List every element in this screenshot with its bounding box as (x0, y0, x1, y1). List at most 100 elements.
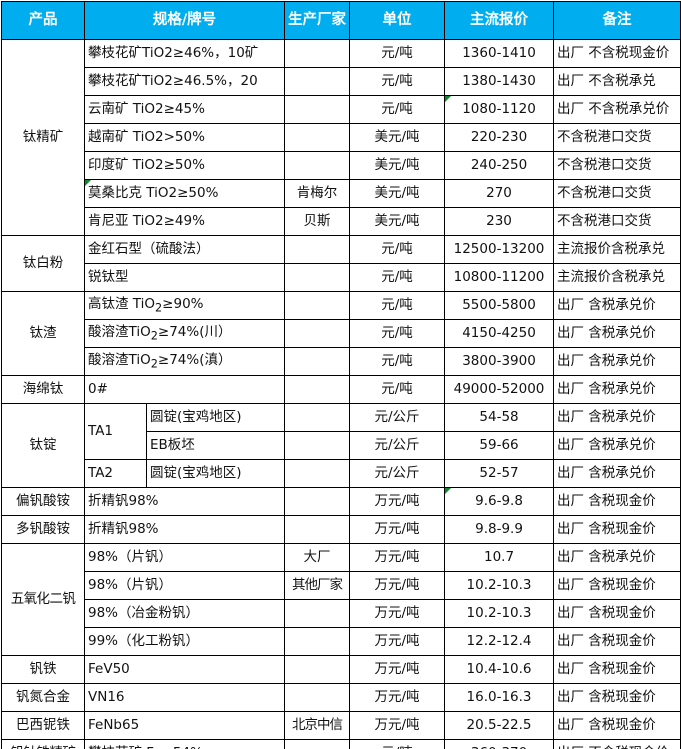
table-row: 钒氮合金 VN16 万元/吨 16.0-16.3 出厂 含税现金价 (1, 683, 681, 712)
table-row: 巴西铌铁 FeNb65 北京中信 万元/吨 20.5-22.5 出厂 含税现金价 (1, 711, 681, 740)
table-row: 锐钛型 元/吨 10800-11200 主流报价含税承兑 (2, 263, 681, 292)
price-cell: 10.2-10.3 (444, 599, 555, 628)
unit-cell: 美元/吨 (349, 207, 446, 236)
remark-cell: 出厂 含税承兑价 (553, 291, 681, 320)
manufacturer-cell (284, 627, 351, 656)
spec-cell: 金红石型（硫酸法） (83, 235, 286, 264)
manufacturer-cell (284, 459, 351, 488)
spec-cell: 锐钛型 (83, 263, 286, 292)
unit-cell: 元/吨 (349, 39, 446, 68)
price-cell: 3800-3900 (444, 347, 555, 376)
manufacturer-cell: 北京中信 (284, 711, 351, 740)
remark-cell: 出厂 不含税现金价 (553, 739, 681, 749)
manufacturer-cell (284, 347, 351, 376)
remark-cell: 出厂 含税承兑价 (553, 431, 681, 460)
unit-cell: 元/吨 (349, 95, 446, 124)
spec-cell: 圆锭(宝鸡地区) (145, 459, 286, 488)
unit-cell: 美元/吨 (349, 179, 446, 208)
price-cell: 59-66 (444, 431, 555, 460)
table-body: 钛精矿 攀枝花矿TiO2≥46%，10矿 元/吨 1360-1410 出厂 不含税现金价… (1, 39, 681, 749)
column-header-unit: 单位 (349, 1, 446, 40)
remark-cell: 出厂 含税承兑价 (553, 375, 681, 404)
spec-cell: 高钛渣 TiO2≥90% (83, 291, 286, 320)
table-row: 五氧化二钒 98%（片钒） 大厂 万元/吨 10.7 出厂 含税承兑价 (1, 543, 681, 656)
product-group-cell: 五氧化二钒 (1, 543, 85, 656)
unit-cell: 美元/吨 (349, 151, 446, 180)
manufacturer-cell: 肯梅尔 (284, 179, 351, 208)
unit-cell: 元/吨 (349, 67, 446, 96)
manufacturer-cell (284, 151, 351, 180)
spec-cell: 云南矿 TiO2≥45% (83, 95, 286, 124)
unit-cell: 万元/吨 (349, 599, 446, 628)
spec-cell: 越南矿 TiO2>50% (83, 123, 286, 152)
table-row: 云南矿 TiO2≥45% 元/吨 1080-1120 出厂 不含税承兑价 (2, 95, 681, 124)
product-group-cell: 多钒酸铵 (1, 515, 85, 544)
unit-cell: 元/公斤 (349, 403, 446, 432)
table-row: 99%（化工粉钒） 万元/吨 12.2-12.4 出厂 含税现金价 (2, 627, 681, 656)
price-cell: 16.0-16.3 (444, 683, 555, 712)
remark-cell: 出厂 含税现金价 (553, 683, 681, 712)
column-header-product: 产品 (1, 1, 85, 40)
table-row: 莫桑比克 TiO2≥50% 肯梅尔 美元/吨 270 不含税港口交货 (2, 179, 681, 208)
spec-cell: 折精钒98% (83, 515, 286, 544)
price-cell: 9.6-9.8 (444, 487, 555, 516)
unit-cell: 万元/吨 (349, 655, 446, 684)
spec-cell: 折精钒98% (83, 487, 286, 516)
price-cell: 270 (444, 179, 555, 208)
manufacturer-cell (284, 599, 351, 628)
table-row: 钛锭 TA1 圆锭(宝鸡地区) 元/公斤 54-58 出厂 含税承兑价 (1, 403, 681, 488)
spec-cell: 圆锭(宝鸡地区) (145, 403, 286, 432)
remark-cell: 出厂 不含税现金价 (553, 39, 681, 68)
unit-cell: 元/公斤 (349, 431, 446, 460)
table-row: 酸溶渣TiO2≥74%(川） 元/吨 4150-4250 出厂 含税承兑价 (2, 319, 681, 348)
spec-cell: 98%（片钒） (83, 543, 286, 572)
unit-cell: 元/吨 (349, 739, 446, 749)
table-row: 越南矿 TiO2>50% 美元/吨 220-230 不含税港口交货 (2, 123, 681, 152)
manufacturer-cell: 大厂 (284, 543, 351, 572)
remark-cell: 出厂 含税现金价 (553, 627, 681, 656)
manufacturer-cell (284, 291, 351, 320)
table-row: 攀枝花矿TiO2≥46.5%，20 元/吨 1380-1430 出厂 不含税承兑 (2, 67, 681, 96)
manufacturer-cell (284, 235, 351, 264)
price-cell: 54-58 (444, 403, 555, 432)
product-group-cell: 巴西铌铁 (1, 711, 85, 740)
remark-cell: 不含税港口交货 (553, 123, 681, 152)
table-row: 钒钛铁精矿攀枝花矿 Fe≥54% 元/吨360-370出厂 不含税现金价 (1, 739, 681, 749)
remark-cell: 不含税港口交货 (553, 151, 681, 180)
manufacturer-cell (284, 683, 351, 712)
spec-cell: VN16 (83, 683, 286, 712)
price-cell: 12.2-12.4 (444, 627, 555, 656)
remark-cell: 出厂 含税现金价 (553, 599, 681, 628)
remark-cell: 出厂 含税现金价 (553, 571, 681, 600)
price-cell: 1360-1410 (444, 39, 555, 68)
price-cell: 9.8-9.9 (444, 515, 555, 544)
grade-cell: TA1 (84, 403, 147, 460)
remark-cell: 不含税港口交货 (553, 179, 681, 208)
product-group-cell: 海绵钛 (1, 375, 85, 404)
manufacturer-cell (284, 123, 351, 152)
unit-cell: 万元/吨 (349, 543, 446, 572)
manufacturer-cell (284, 375, 351, 404)
product-group-cell: 钛锭 (1, 403, 85, 488)
manufacturer-cell: 其他厂家 (284, 571, 351, 600)
price-cell: 10800-11200 (444, 263, 555, 292)
price-cell: 1380-1430 (444, 67, 555, 96)
spec-cell: 印度矿 TiO2≥50% (83, 151, 286, 180)
remark-cell: 出厂 不含税承兑 (553, 67, 681, 96)
remark-cell: 出厂 含税承兑价 (553, 403, 681, 432)
product-group-cell: 钒氮合金 (1, 683, 85, 712)
price-cell: 5500-5800 (444, 291, 555, 320)
manufacturer-cell (284, 263, 351, 292)
remark-cell: 出厂 含税承兑价 (553, 347, 681, 376)
spec-cell: 0# (83, 375, 286, 404)
price-cell: 20.5-22.5 (444, 711, 555, 740)
table-row: 酸溶渣TiO2≥74%(滇） 元/吨 3800-3900 出厂 含税承兑价 (2, 347, 681, 376)
table-row: 98%（片钒） 其他厂家 万元/吨 10.2-10.3 出厂 含税现金价 (2, 571, 681, 600)
unit-cell: 万元/吨 (349, 711, 446, 740)
manufacturer-cell (284, 739, 351, 749)
table-row: TA2 圆锭(宝鸡地区) 元/公斤 52-57 出厂 含税承兑价 (2, 459, 681, 488)
spec-cell: EB板坯 (145, 431, 286, 460)
manufacturer-cell: 贝斯 (284, 207, 351, 236)
manufacturer-cell (284, 67, 351, 96)
remark-cell: 不含税港口交货 (553, 207, 681, 236)
